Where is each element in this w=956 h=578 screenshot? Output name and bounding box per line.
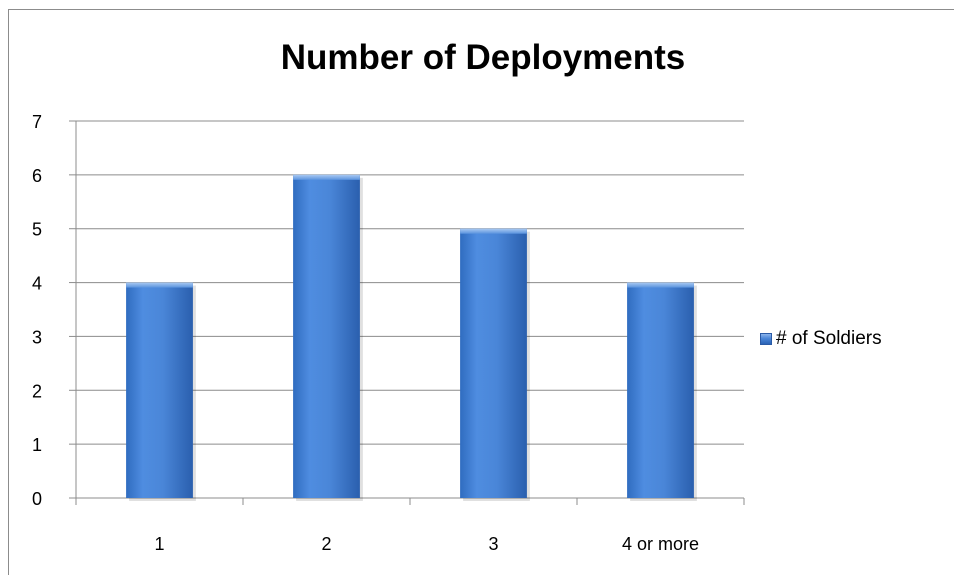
bar <box>460 228 527 498</box>
y-tick-label: 2 <box>32 381 42 401</box>
x-tick-label: 4 or more <box>622 534 699 554</box>
y-tick-label: 3 <box>32 327 42 347</box>
legend-label: # of Soldiers <box>776 328 882 349</box>
tick-labels: 0 1 2 3 4 5 6 7 1 2 3 4 or more <box>32 112 699 554</box>
y-tick-label: 4 <box>32 274 42 294</box>
x-tick-label: 1 <box>154 534 164 554</box>
legend: # of Soldiers <box>760 328 882 350</box>
bar <box>627 282 694 498</box>
y-tick-label: 5 <box>32 220 42 240</box>
x-tick-label: 2 <box>321 534 331 554</box>
bar <box>126 282 193 498</box>
y-tick-label: 6 <box>32 166 42 186</box>
bar-top-highlight <box>460 228 527 234</box>
y-tick-label: 7 <box>32 112 42 132</box>
bar-top-highlight <box>126 282 193 288</box>
bar-top-highlight <box>627 282 694 288</box>
legend-swatch <box>760 333 772 345</box>
bars <box>126 174 697 501</box>
x-tick-label: 3 <box>488 534 498 554</box>
bar-top-highlight <box>293 174 360 180</box>
bar <box>293 174 360 498</box>
chart-title: Number of Deployments <box>280 38 686 77</box>
y-tick-label: 1 <box>32 435 42 455</box>
y-tick-label: 0 <box>32 489 42 509</box>
